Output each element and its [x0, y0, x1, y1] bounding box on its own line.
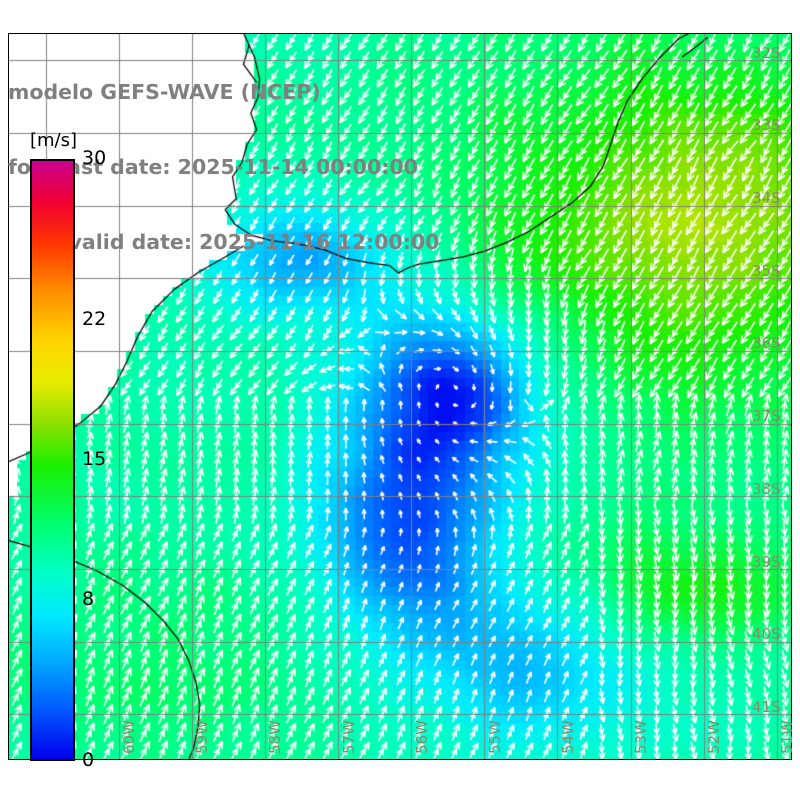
longitude-label-51w: 51W	[778, 720, 797, 754]
right-axis-ticks	[792, 33, 800, 760]
title-forecast-date: forecast date: 2025-11-14 00:00:00	[8, 155, 418, 179]
longitude-label-56w: 56W	[412, 720, 431, 754]
longitude-label-57w: 57W	[339, 720, 358, 754]
page-title: modelo GEFS-WAVE (NCEP) forecast date: 2…	[8, 30, 528, 305]
latitude-label-37s: 37S	[752, 407, 781, 426]
longitude-label-55w: 55W	[485, 720, 504, 754]
latitude-label-38s: 38S	[752, 479, 781, 498]
longitude-label-52w: 52W	[705, 720, 724, 754]
longitude-label-58w: 58W	[266, 720, 285, 754]
latitude-label-41s: 41S	[752, 697, 781, 716]
title-valid-date: valid date: 2025-11-16 12:00:00	[68, 230, 440, 254]
latitude-label-39s: 39S	[752, 552, 781, 571]
left-axis-ticks	[0, 33, 8, 760]
longitude-label-53w: 53W	[632, 720, 651, 754]
colorbar-tick-0: 0	[82, 749, 95, 771]
colorbar-tick-30: 30	[82, 147, 107, 169]
longitude-label-60w: 60W	[120, 720, 139, 754]
title-model-line: modelo GEFS-WAVE (NCEP)	[8, 80, 321, 104]
latitude-label-33s: 33S	[752, 116, 781, 135]
latitude-label-35s: 35S	[752, 261, 781, 280]
longitude-label-54w: 54W	[558, 720, 577, 754]
colorbar-gradient	[30, 159, 75, 761]
colorbar-tick-22: 22	[82, 307, 107, 330]
latitude-label-32s: 32S	[752, 43, 781, 62]
graticule-grid-canvas	[8, 33, 792, 760]
colorbar-tick-8: 8	[82, 588, 95, 611]
latitude-label-40s: 40S	[752, 625, 781, 644]
longitude-label-59w: 59W	[193, 720, 212, 754]
colorbar-tick-15: 15	[82, 448, 107, 470]
latitude-label-36s: 36S	[752, 334, 781, 353]
colorbar-unit-label: [m/s]	[30, 130, 78, 151]
map-plot-area[interactable]	[8, 33, 792, 760]
bottom-axis-ticks	[8, 760, 792, 773]
latitude-label-34s: 34S	[752, 189, 781, 208]
